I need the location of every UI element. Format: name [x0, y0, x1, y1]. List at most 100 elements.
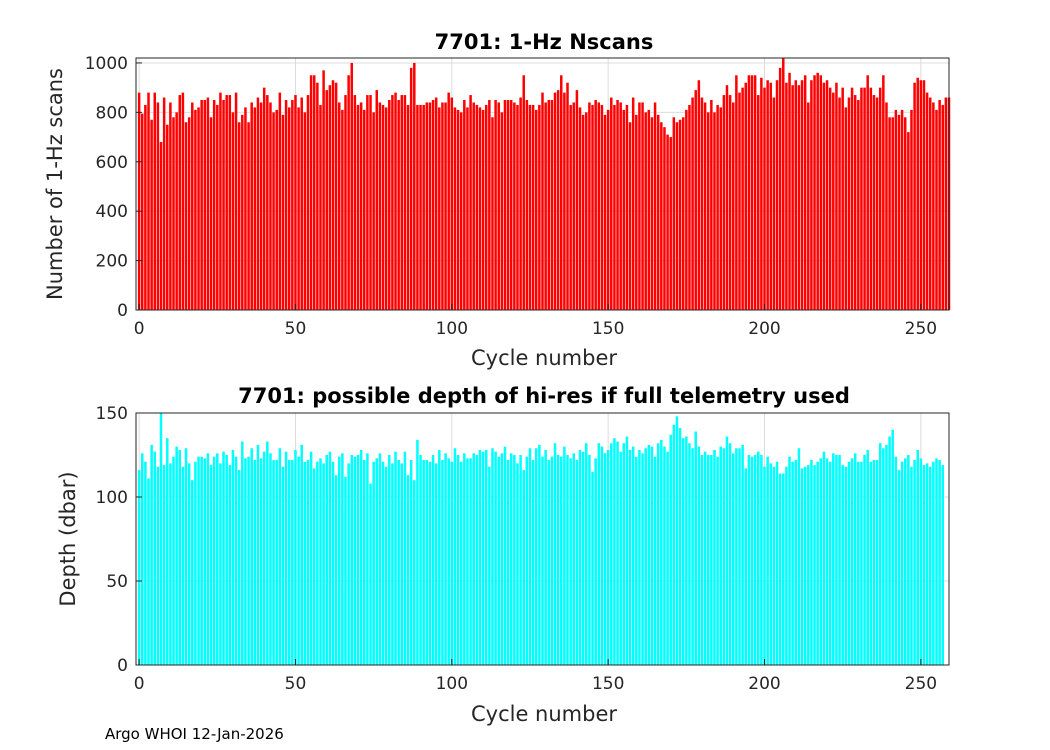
depth-bar [287, 460, 291, 665]
depth-bar [434, 463, 438, 665]
nscans-bar [297, 107, 300, 310]
depth-bar [294, 449, 297, 665]
nscans-bar [891, 117, 894, 310]
nscans-bar [434, 97, 438, 310]
depth-bar [219, 463, 222, 665]
depth-x-tick-label: 200 [748, 674, 780, 694]
depth-bar [166, 438, 169, 665]
nscans-bar [728, 95, 732, 310]
depth-bar [231, 449, 235, 665]
nscans-bar [328, 85, 332, 311]
depth-bar [150, 444, 153, 665]
nscans-bar [713, 112, 716, 310]
depth-bar [344, 476, 347, 665]
depth-bar [828, 461, 832, 665]
nscans-bar [816, 72, 819, 310]
depth-bar [841, 465, 844, 665]
depth-bar [656, 443, 660, 665]
depth-bar [900, 461, 904, 665]
nscans-bar [828, 87, 832, 311]
nscans-bar [359, 102, 363, 310]
depth-bar [847, 461, 851, 665]
nscans-bar [794, 80, 798, 311]
depth-bar [341, 453, 344, 665]
nscans-bar [838, 97, 841, 310]
nscans-bar [944, 97, 948, 310]
nscans-x-tick-label: 50 [285, 319, 307, 339]
depth-bar [312, 468, 316, 665]
nscans-bar [807, 102, 810, 310]
nscans-bar [375, 90, 379, 311]
nscans-bar [675, 122, 679, 311]
depth-bar [650, 446, 654, 665]
depth-bar [778, 473, 782, 665]
nscans-bar [338, 102, 341, 310]
nscans-bar [153, 92, 157, 310]
depth-bar [706, 455, 710, 665]
depth-chart-ticks: 0 50 100 150 200 250 0 50 100 150 [96, 404, 938, 694]
nscans-bar [666, 134, 669, 310]
nscans-bar [463, 100, 466, 310]
nscans-bar [247, 122, 250, 311]
nscans-bar [566, 82, 569, 311]
nscans-bar [800, 80, 804, 311]
nscans-bar [613, 104, 616, 310]
nscans-bar [484, 104, 488, 310]
nscans-bar [641, 102, 644, 310]
depth-bar [303, 461, 307, 665]
nscans-bar [766, 80, 769, 311]
nscans-bar [647, 109, 651, 310]
nscans-bar [625, 104, 629, 310]
nscans-bar [735, 75, 738, 310]
depth-bar [738, 448, 741, 665]
depth-bar [688, 443, 691, 665]
depth-bar [678, 428, 682, 665]
depth-bar [522, 470, 525, 665]
depth-bar [928, 466, 932, 665]
nscans-bar [175, 112, 178, 310]
depth-bar [935, 458, 938, 665]
nscans-bar [528, 104, 532, 310]
nscans-bar [481, 109, 485, 310]
nscans-bar [228, 95, 232, 310]
nscans-bar [144, 104, 147, 310]
nscans-bar [603, 114, 607, 310]
nscans-bar [538, 104, 541, 310]
nscans-bar [231, 112, 235, 310]
nscans-bar [456, 109, 460, 310]
depth-bar [791, 461, 794, 665]
depth-bar [547, 460, 550, 665]
depth-bar [753, 455, 757, 665]
nscans-bar [631, 97, 635, 310]
nscans-bar [191, 102, 194, 310]
depth-bar [675, 416, 679, 665]
nscans-y-tick-label: 1000 [85, 54, 128, 74]
nscans-bar [750, 75, 754, 310]
depth-bar [300, 444, 303, 665]
depth-bar [744, 468, 747, 665]
depth-bar [441, 460, 444, 665]
depth-bar [234, 456, 238, 665]
nscans-bar [791, 85, 794, 311]
depth-bar [666, 451, 669, 665]
nscans-bar [860, 87, 863, 311]
depth-bar [882, 448, 885, 665]
depth-bar [388, 455, 391, 665]
nscans-bar [553, 92, 557, 310]
nscans-bar [903, 117, 907, 310]
depth-x-tick-label: 0 [134, 674, 145, 694]
depth-chart-xlabel: Cycle number [471, 702, 617, 726]
nscans-bar [425, 102, 429, 310]
depth-bar [406, 475, 410, 665]
nscans-chart-bars [137, 58, 951, 311]
nscans-bar [325, 90, 328, 311]
depth-bar [416, 439, 419, 665]
depth-bar [284, 451, 288, 665]
nscans-bar [616, 100, 619, 310]
nscans-bar [531, 104, 535, 310]
nscans-bar [266, 95, 269, 310]
depth-bar [825, 458, 829, 665]
depth-bar [569, 458, 572, 665]
nscans-bar [312, 75, 316, 310]
nscans-bar [797, 85, 801, 311]
